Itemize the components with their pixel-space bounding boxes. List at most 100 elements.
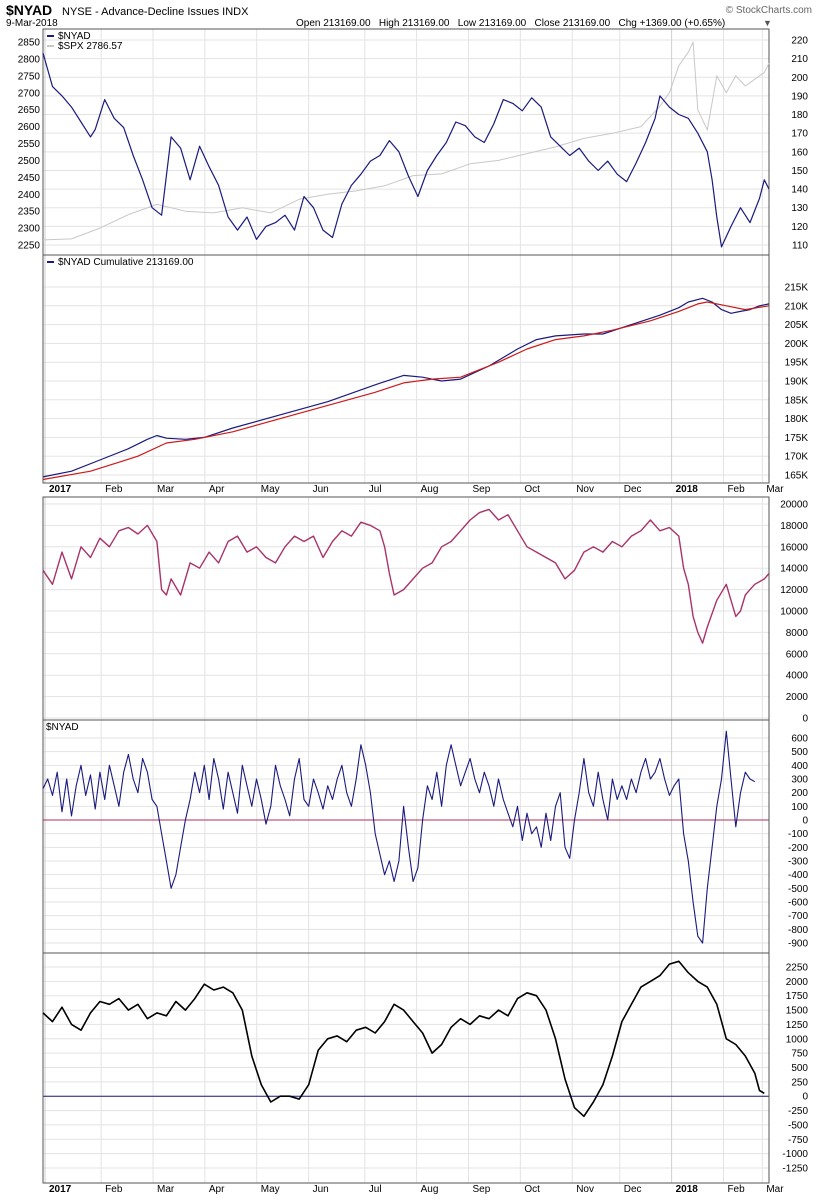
x-tick-label: Feb [105,1184,123,1195]
x-tick-label: Aug [421,1184,439,1195]
legend-entry: $NYAD [58,31,91,42]
y-tick-label: -400 [788,870,808,881]
y-tick-label: 1000 [786,1034,809,1045]
x-tick-label: Nov [576,484,594,495]
panels: 220 210 200 190 180 170 160 150 140 130 120 110 2850… [18,28,809,1184]
y-tick-label: 8000 [786,628,809,639]
y-tick-label: 100 [791,802,808,813]
y-tick-label: -250 [788,1106,808,1117]
chart-date: 9-Mar-2018 [6,18,58,29]
y-tick-label: -800 [788,925,808,936]
y-tick-label-left: 2650 [18,105,41,116]
x-tick-label: Dec [624,1184,642,1195]
y-tick-label: 160 [791,147,808,158]
ticker-symbol: $NYAD [6,2,52,18]
panel-1: 220 210 200 190 180 170 160 150 140 130 120 110 2850… [18,28,808,256]
x-tick-label: Oct [524,1184,540,1195]
y-tick-label: -700 [788,911,808,922]
y-tick-label: 12000 [780,585,808,596]
y-tick-label-left: 2500 [18,156,41,167]
x-tick-label: Feb [727,1184,745,1195]
y-tick-label: 250 [791,1077,808,1088]
x-tick-label: Jun [313,484,329,495]
x-tick-label: Feb [727,484,745,495]
y-tick-label: 210 [791,54,808,65]
y-tick-label: 200K [785,339,809,350]
panel-5: 2250 2000 1750 1500 1250 1000 750 500 250 0 -250 -5… [42,952,809,1184]
brand-watermark: © StockCharts.com [726,5,812,16]
y-tick-label: 20000 [780,500,808,511]
y-tick-label: 600 [791,734,808,745]
y-tick-label: 140 [791,185,808,196]
series-line-nyad [42,730,756,944]
x-tick-label: Feb [105,484,123,495]
panel-frame [42,28,770,256]
x-tick-label: Jun [313,1184,329,1195]
y-tick-label: 200 [791,788,808,799]
y-tick-label-left: 2350 [18,207,41,218]
y-tick-label: 150 [791,166,808,177]
y-tick-label-left: 2750 [18,71,41,82]
y-tick-label: 1500 [786,1006,809,1017]
y-tick-label: -1000 [782,1149,808,1160]
y-tick-label-left: 2550 [18,139,41,150]
y-tick-label: -500 [788,1120,808,1131]
y-tick-label-left: 2400 [18,190,41,201]
ticker-description: NYSE - Advance-Decline Issues INDX [62,6,249,18]
y-tick-label: 0 [802,816,808,827]
series-line-spx-2786-57 [42,41,770,241]
x-tick-label: Oct [524,484,540,495]
y-tick-label: 2000 [786,977,809,988]
y-tick-label: 180 [791,110,808,121]
series-line-panel5 [42,960,765,1118]
y-tick-label: 16000 [780,542,808,553]
y-tick-label: 4000 [786,671,809,682]
y-tick-label-left: 2250 [18,241,41,252]
y-tick-label: 0 [802,1092,808,1103]
y-tick-label: 190K [785,377,809,388]
y-tick-label: 210K [785,301,809,312]
x-tick-label: Mar [766,484,784,495]
y-tick-label: -500 [788,884,808,895]
y-tick-label-left: 2600 [18,122,41,133]
x-tick-label: May [261,484,280,495]
y-tick-label: 170K [785,452,809,463]
x-tick-label: Mar [766,1184,784,1195]
y-tick-label: -750 [788,1135,808,1146]
legend-entry: $SPX 2786.57 [58,41,123,52]
panel-2: 215K 210K 205K 200K 195K 190K 185K 180K 175K 170K… [42,254,809,484]
y-tick-label: -900 [788,939,808,950]
y-tick-label: 110 [792,241,808,252]
x-tick-label: Sep [473,484,491,495]
y-tick-label: 2000 [786,692,809,703]
panel-frame [42,952,770,1184]
y-tick-label-left: 2850 [18,38,41,49]
y-tick-label: 200 [791,73,808,84]
y-tick-label: 195K [785,358,809,369]
y-tick-label: 170 [791,129,808,140]
x-tick-label: 2018 [676,1184,699,1195]
x-tick-label: Mar [157,484,175,495]
y-tick-label: 220 [791,36,808,47]
y-tick-label: 175K [785,433,809,444]
month-axis: 2017 Feb Mar Apr May Jun Jul Aug Sep Oct Nov Dec 201… [49,484,784,1195]
x-tick-label: 2018 [676,484,699,495]
y-tick-label: 500 [791,1063,808,1074]
y-tick-label-left: 2300 [18,224,41,235]
x-tick-label: Sep [473,1184,491,1195]
quote-line: Open 213169.00 High 213169.00 Low 213169… [296,18,725,29]
series-line-panel3 [42,508,770,644]
y-tick-label-left: 2450 [18,173,41,184]
panel-frame [42,719,770,954]
y-tick-label: 205K [785,320,809,331]
legend-entry: $NYAD Cumulative 213169.00 [58,257,194,268]
y-tick-label: 180K [785,414,809,425]
series-line-nyad [42,52,770,248]
y-tick-label: 18000 [780,521,808,532]
x-tick-label: May [261,1184,280,1195]
x-tick-label: 2017 [49,484,72,495]
y-tick-label: 750 [791,1049,808,1060]
y-tick-label: 10000 [780,607,808,618]
y-tick-label: -300 [788,857,808,868]
